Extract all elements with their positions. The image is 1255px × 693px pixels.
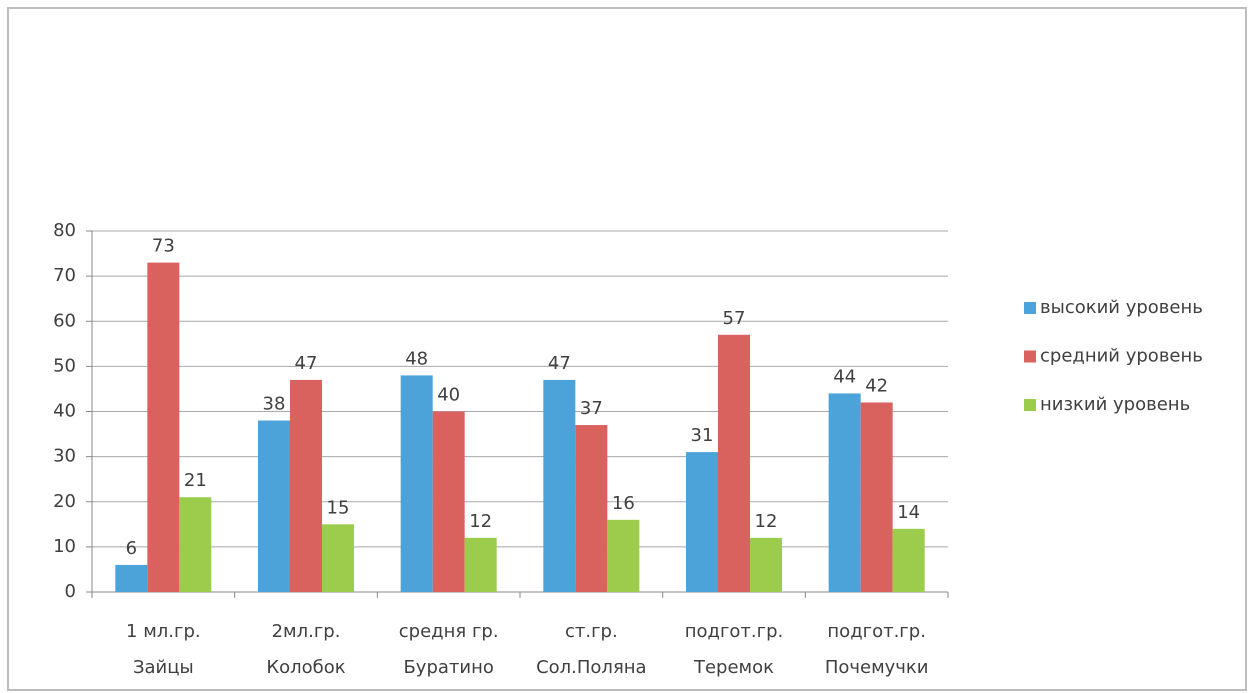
data-label: 57 — [723, 308, 746, 329]
bar — [147, 262, 180, 592]
data-label: 12 — [755, 511, 778, 532]
data-label: 40 — [437, 385, 460, 406]
data-label: 12 — [469, 511, 492, 532]
x-tick-label: подгот.гр. — [685, 621, 784, 642]
bar — [892, 528, 925, 592]
x-tick-label: Почемучки — [825, 657, 929, 678]
y-tick-label: 20 — [53, 491, 76, 512]
bar — [464, 537, 497, 592]
legend-swatch — [1024, 302, 1036, 314]
data-label: 47 — [295, 353, 318, 374]
data-label: 48 — [405, 348, 428, 369]
bar — [543, 379, 576, 592]
data-label: 6 — [126, 538, 137, 559]
x-tick-label: 2мл.гр. — [272, 621, 341, 642]
data-label: 21 — [184, 470, 207, 491]
bar — [718, 334, 750, 592]
data-label: 37 — [580, 398, 603, 419]
bar — [400, 375, 433, 592]
legend-label: высокий уровень — [1040, 297, 1203, 318]
y-tick-label: 40 — [53, 401, 76, 422]
x-tick-label: Теремок — [693, 657, 774, 678]
x-tick-label: Зайцы — [133, 657, 194, 678]
data-label: 16 — [612, 493, 635, 514]
x-tick-label: Буратино — [403, 657, 493, 678]
bar — [750, 537, 782, 592]
y-tick-label: 0 — [65, 581, 76, 602]
bar — [115, 564, 148, 592]
y-tick-label: 80 — [53, 220, 76, 241]
data-label: 15 — [327, 497, 350, 518]
bar — [322, 524, 354, 592]
data-label: 42 — [865, 375, 888, 396]
legend-label: средний уровень — [1040, 346, 1203, 367]
x-tick-label: Сол.Поляна — [536, 657, 647, 678]
x-tick-label: ст.гр. — [565, 621, 618, 642]
y-tick-label: 60 — [53, 310, 76, 331]
bar — [575, 425, 608, 592]
bar — [828, 393, 861, 592]
y-tick-label: 30 — [53, 446, 76, 467]
data-label: 38 — [263, 394, 286, 415]
legend-swatch — [1024, 350, 1036, 363]
data-label: 31 — [691, 425, 714, 446]
x-tick-label: Колобок — [266, 657, 345, 678]
bar — [290, 379, 322, 592]
data-label: 47 — [548, 353, 571, 374]
y-tick-label: 10 — [53, 536, 76, 557]
bar — [686, 452, 718, 592]
y-tick-label: 50 — [53, 355, 76, 376]
bar — [432, 411, 465, 592]
x-tick-label: подгот.гр. — [827, 621, 926, 642]
data-label: 14 — [897, 502, 920, 523]
legend-swatch — [1024, 399, 1036, 411]
x-tick-label: 1 мл.гр. — [126, 621, 201, 642]
bar — [607, 519, 640, 592]
data-label: 73 — [152, 236, 175, 257]
x-tick-label: средня гр. — [399, 621, 499, 642]
bar — [860, 402, 893, 592]
data-label: 44 — [833, 366, 856, 387]
bar — [258, 420, 290, 592]
y-tick-label: 70 — [53, 265, 76, 286]
bar — [179, 497, 212, 592]
legend-label: низкий уровень — [1040, 394, 1190, 415]
